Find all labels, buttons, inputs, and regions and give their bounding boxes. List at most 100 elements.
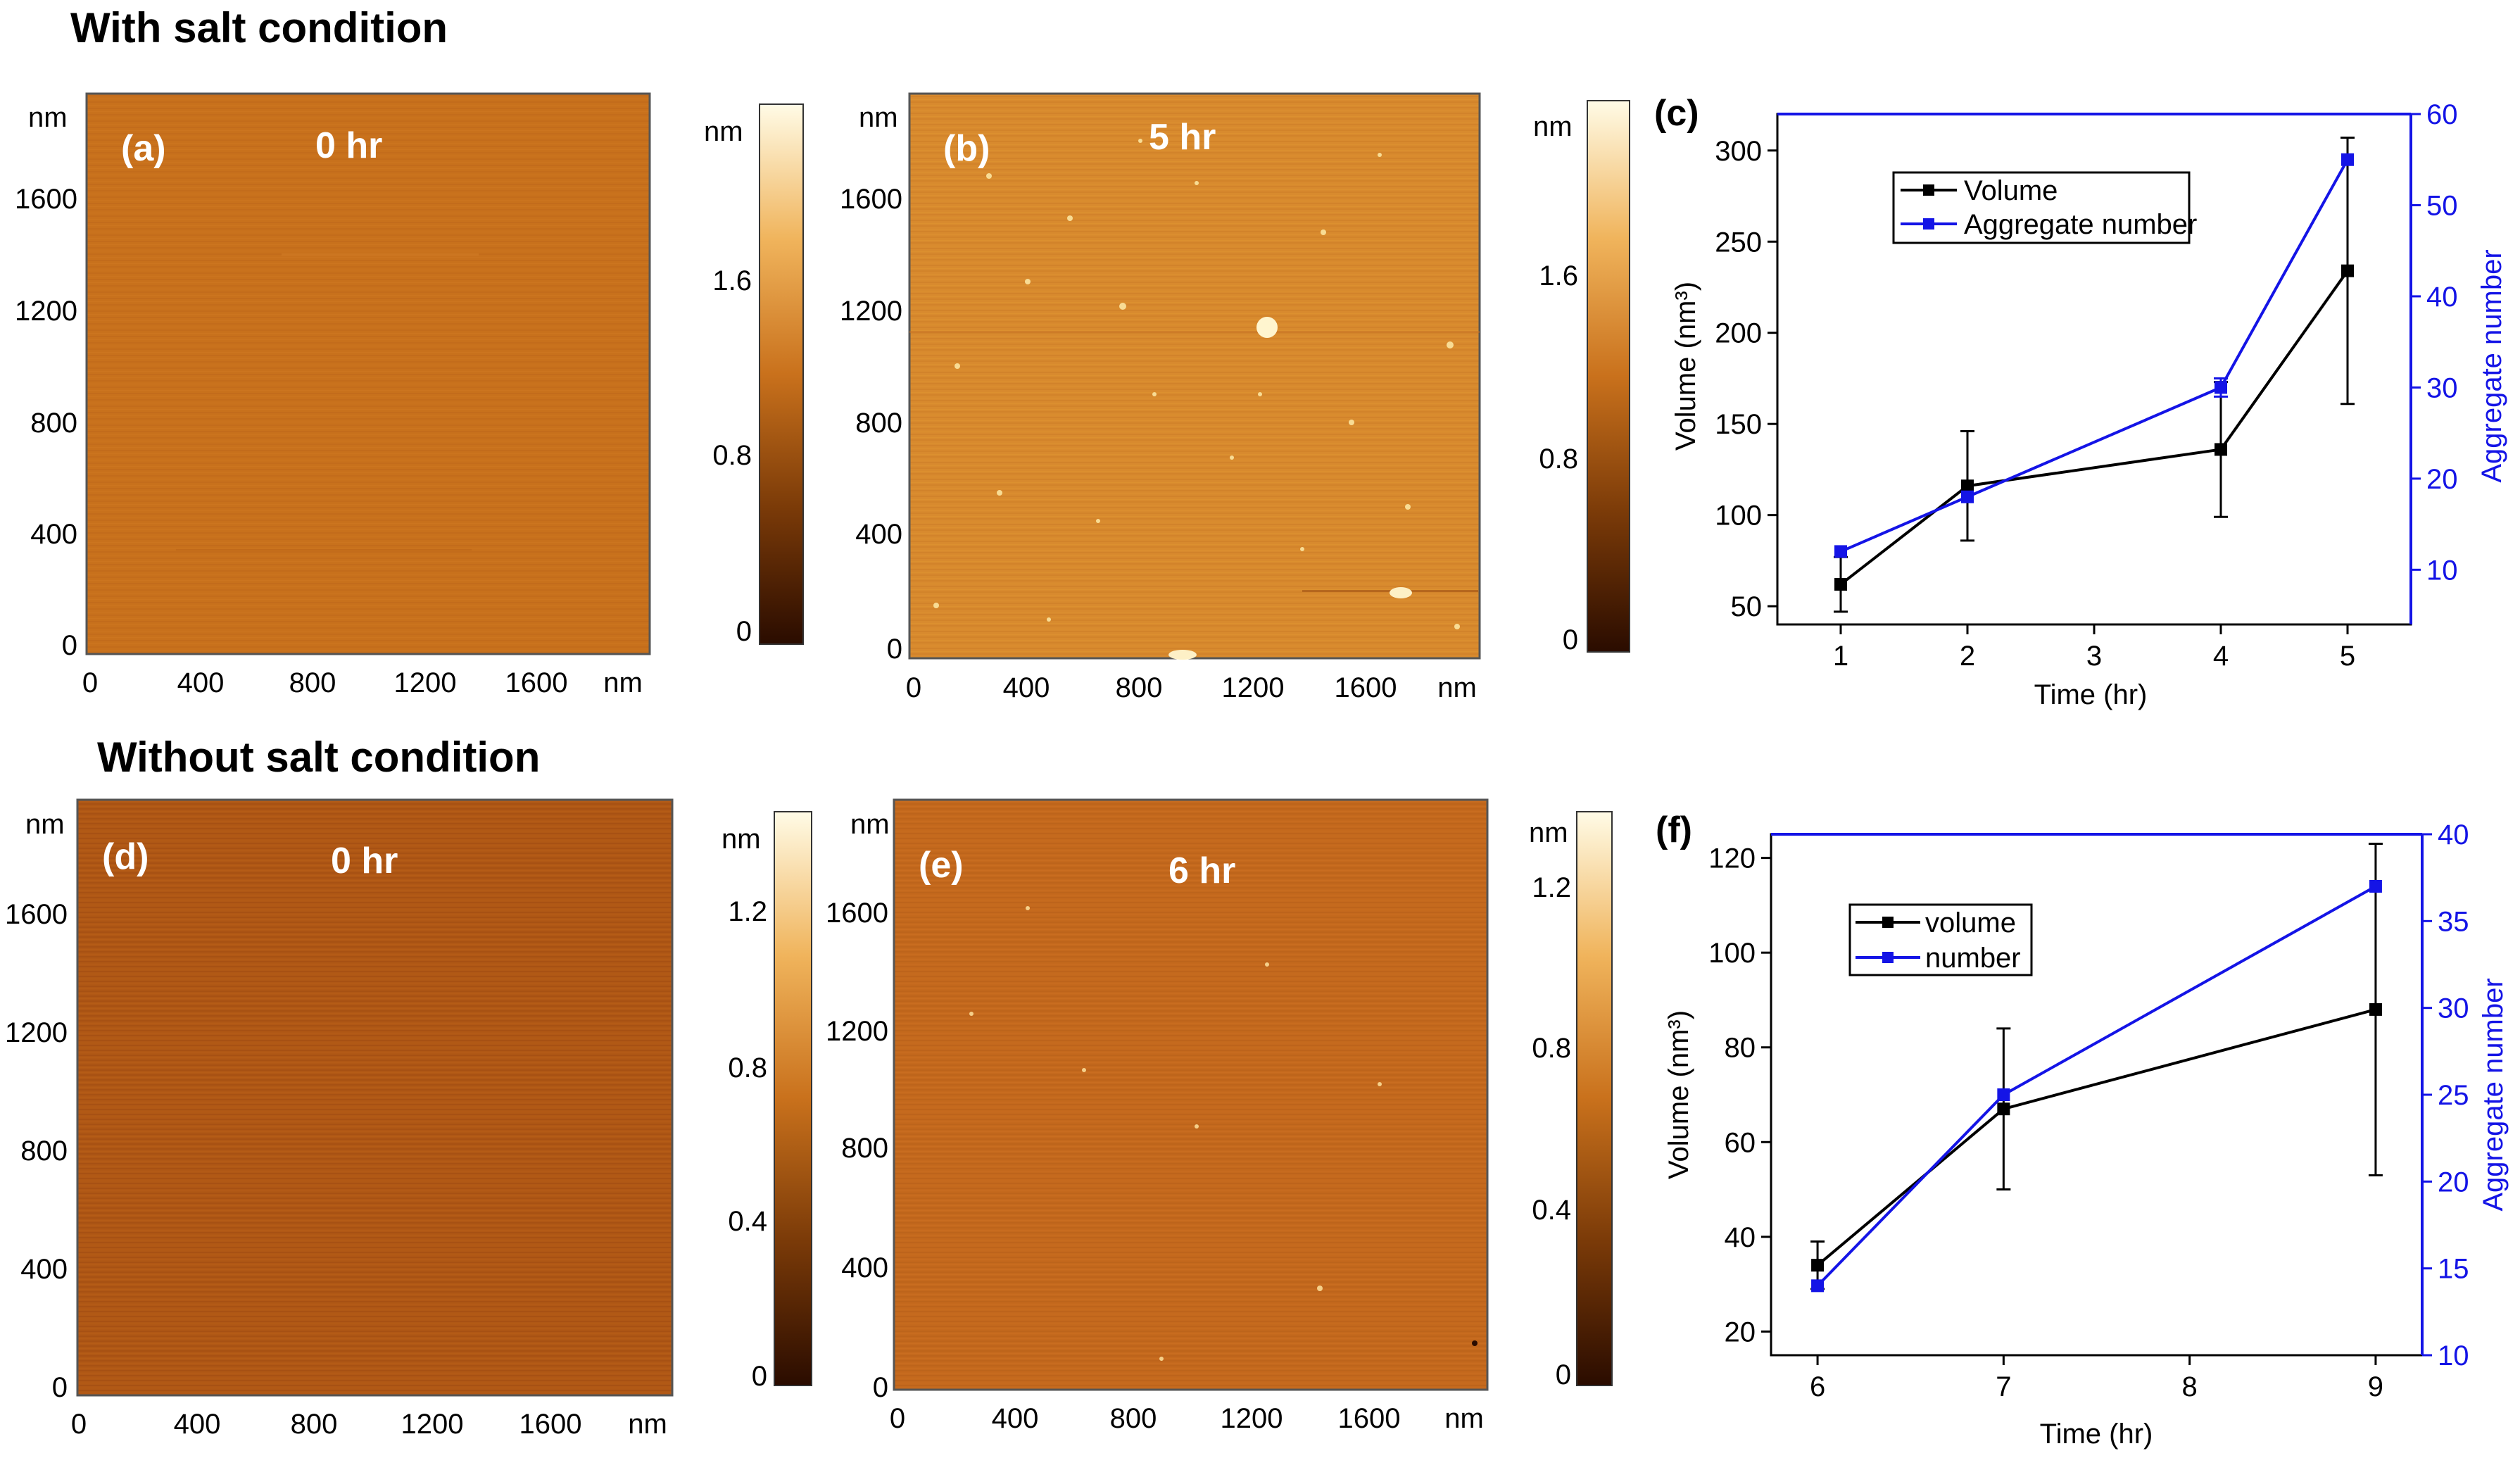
x-tick-label: 0: [82, 667, 98, 698]
afm-particle: [1258, 392, 1262, 396]
series-line: [1816, 1007, 2376, 1267]
y-left-tick-label: 60: [1725, 1127, 1756, 1158]
afm-particle: [1096, 519, 1100, 523]
colorbar-tick: 0.4: [1532, 1195, 1571, 1226]
afm-panel-b: (b) 5 hr nm 1600 1200 800 400 0 0 400 80…: [840, 92, 1481, 703]
y-tick-label: nm: [28, 102, 68, 133]
chart-c-volume-series: [1834, 137, 2355, 613]
legend-label-volume: volume: [1925, 907, 2016, 938]
x-tick-label: 8: [2182, 1371, 2198, 1402]
data-point: [2341, 264, 2354, 277]
chart-f-axis-ticks: 6 7 8 9 20 40 60 80 100 120 10 15 20 25 30 35 40: [1708, 819, 2469, 1402]
data-point: [1811, 1259, 1825, 1272]
y-right-tick-label: 50: [2426, 190, 2458, 221]
afm-particle: [1447, 341, 1454, 348]
chart-f-x-axis-label: Time (hr): [2040, 1419, 2153, 1450]
chart-f-y-axis-label-left: Volume (nm³): [1663, 1010, 1694, 1179]
y-right-tick-label: 60: [2426, 99, 2458, 130]
x-tick-label: nm: [628, 1409, 667, 1440]
afm-particle: [1349, 420, 1354, 425]
y-tick-label: 800: [30, 408, 77, 439]
afm-particle: [1119, 303, 1126, 310]
x-tick-label: 1: [1833, 641, 1848, 672]
afm-particle: [1067, 215, 1073, 221]
afm-scan-artifact: [176, 549, 472, 551]
colorbar-unit: nm: [1529, 817, 1568, 848]
y-right-tick-label: 35: [2438, 906, 2469, 937]
y-tick-label: 1200: [5, 1017, 68, 1048]
y-right-tick-label: 25: [2438, 1080, 2469, 1111]
afm-particles: [933, 139, 1460, 660]
afm-particle: [1321, 230, 1326, 235]
legend-marker-volume: [1923, 184, 1934, 196]
data-point: [1811, 1279, 1825, 1293]
x-tick-label: 0: [906, 672, 921, 703]
colorbar-tick: 0: [752, 1361, 767, 1392]
afm-image-e: [893, 798, 1489, 1391]
legend-box: [1892, 171, 2191, 244]
data-point: [1834, 578, 1847, 591]
chart-c-legend: Volume Aggregate number: [1892, 171, 2197, 244]
y-right-tick-label: 30: [2426, 372, 2458, 403]
x-tick-label: 2: [1960, 641, 1975, 672]
data-point: [1997, 1088, 2010, 1101]
afm-particle: [997, 490, 1002, 496]
data-point: [2215, 381, 2227, 394]
x-tick-label: 1200: [401, 1409, 464, 1440]
y-right-tick-label: 30: [2438, 993, 2469, 1024]
y-right-tick-label: 40: [2426, 282, 2458, 313]
afm-panel-d: (d) 0 hr nm 1600 1200 800 400 0 0 400 80…: [5, 798, 674, 1440]
y-left-tick-label: 200: [1715, 318, 1762, 349]
afm-label-d: (d): [102, 836, 149, 877]
y-left-tick-label: 20: [1725, 1316, 1756, 1347]
afm-time-e: 6 hr: [1168, 850, 1235, 891]
afm-particle: [1230, 455, 1234, 460]
afm-particle: [1378, 1082, 1382, 1086]
y-tick-label: 1200: [840, 296, 902, 327]
y-tick-label: 1200: [826, 1016, 888, 1047]
y-left-tick-label: 250: [1715, 227, 1762, 258]
y-tick-label: 400: [855, 519, 902, 550]
afm-scan-artifact: [282, 253, 479, 256]
chart-c-y-axis-label-right: Aggregate number: [2476, 249, 2507, 482]
legend-marker-aggregate: [1923, 218, 1934, 230]
data-point: [2215, 443, 2227, 456]
x-tick-label: 7: [1996, 1371, 2011, 1402]
y-right-tick-label: 20: [2438, 1167, 2469, 1198]
afm-particle: [1152, 392, 1157, 396]
colorbar-tick: 1.2: [1532, 872, 1571, 903]
x-tick-label: 1200: [1222, 672, 1285, 703]
y-tick-label: nm: [859, 102, 898, 133]
section-title-without-salt: Without salt condition: [97, 734, 540, 781]
afm-time-a: 0 hr: [315, 125, 382, 166]
x-tick-label: 1600: [1338, 1403, 1401, 1434]
x-tick-label: 1600: [519, 1409, 582, 1440]
x-tick-label: 1200: [1221, 1403, 1283, 1434]
y-right-tick-label: 10: [2426, 555, 2458, 586]
x-tick-label: 400: [1003, 672, 1050, 703]
afm-particle: [1390, 587, 1412, 598]
afm-particle: [1265, 962, 1269, 967]
afm-particle: [1026, 906, 1030, 910]
afm-time-d: 0 hr: [331, 841, 398, 881]
afm-particle: [1405, 504, 1411, 510]
afm-particle: [1025, 279, 1031, 284]
y-right-tick-label: 40: [2438, 819, 2469, 850]
y-right-tick-label: 15: [2438, 1254, 2469, 1285]
afm-particle: [1195, 1124, 1199, 1129]
x-tick-label: 9: [2368, 1371, 2383, 1402]
x-tick-label: 400: [174, 1409, 221, 1440]
afm-particle: [1256, 317, 1278, 338]
chart-c: (c) 1 2 3 4 5 50 100 150 200 250 300 10 20 30 40 50 60 T…: [1654, 93, 2507, 710]
colorbar-tick: 0: [736, 616, 752, 647]
colorbar-tick: 0.8: [712, 440, 752, 471]
afm-panel-a: (a) 0 hr nm 1600 1200 800 400 0 0 400 80…: [15, 92, 651, 698]
colorbar-e: nm 1.2 0.8 0.4 0: [1529, 811, 1613, 1390]
legend-box: [1848, 903, 2033, 976]
colorbar-gradient: [1587, 100, 1630, 653]
afm-label-e: (e): [919, 845, 964, 886]
chart-f-legend: volume number: [1848, 903, 2033, 976]
colorbar-a: nm 1.6 0.8 0: [704, 103, 804, 647]
x-tick-label: 400: [177, 667, 225, 698]
